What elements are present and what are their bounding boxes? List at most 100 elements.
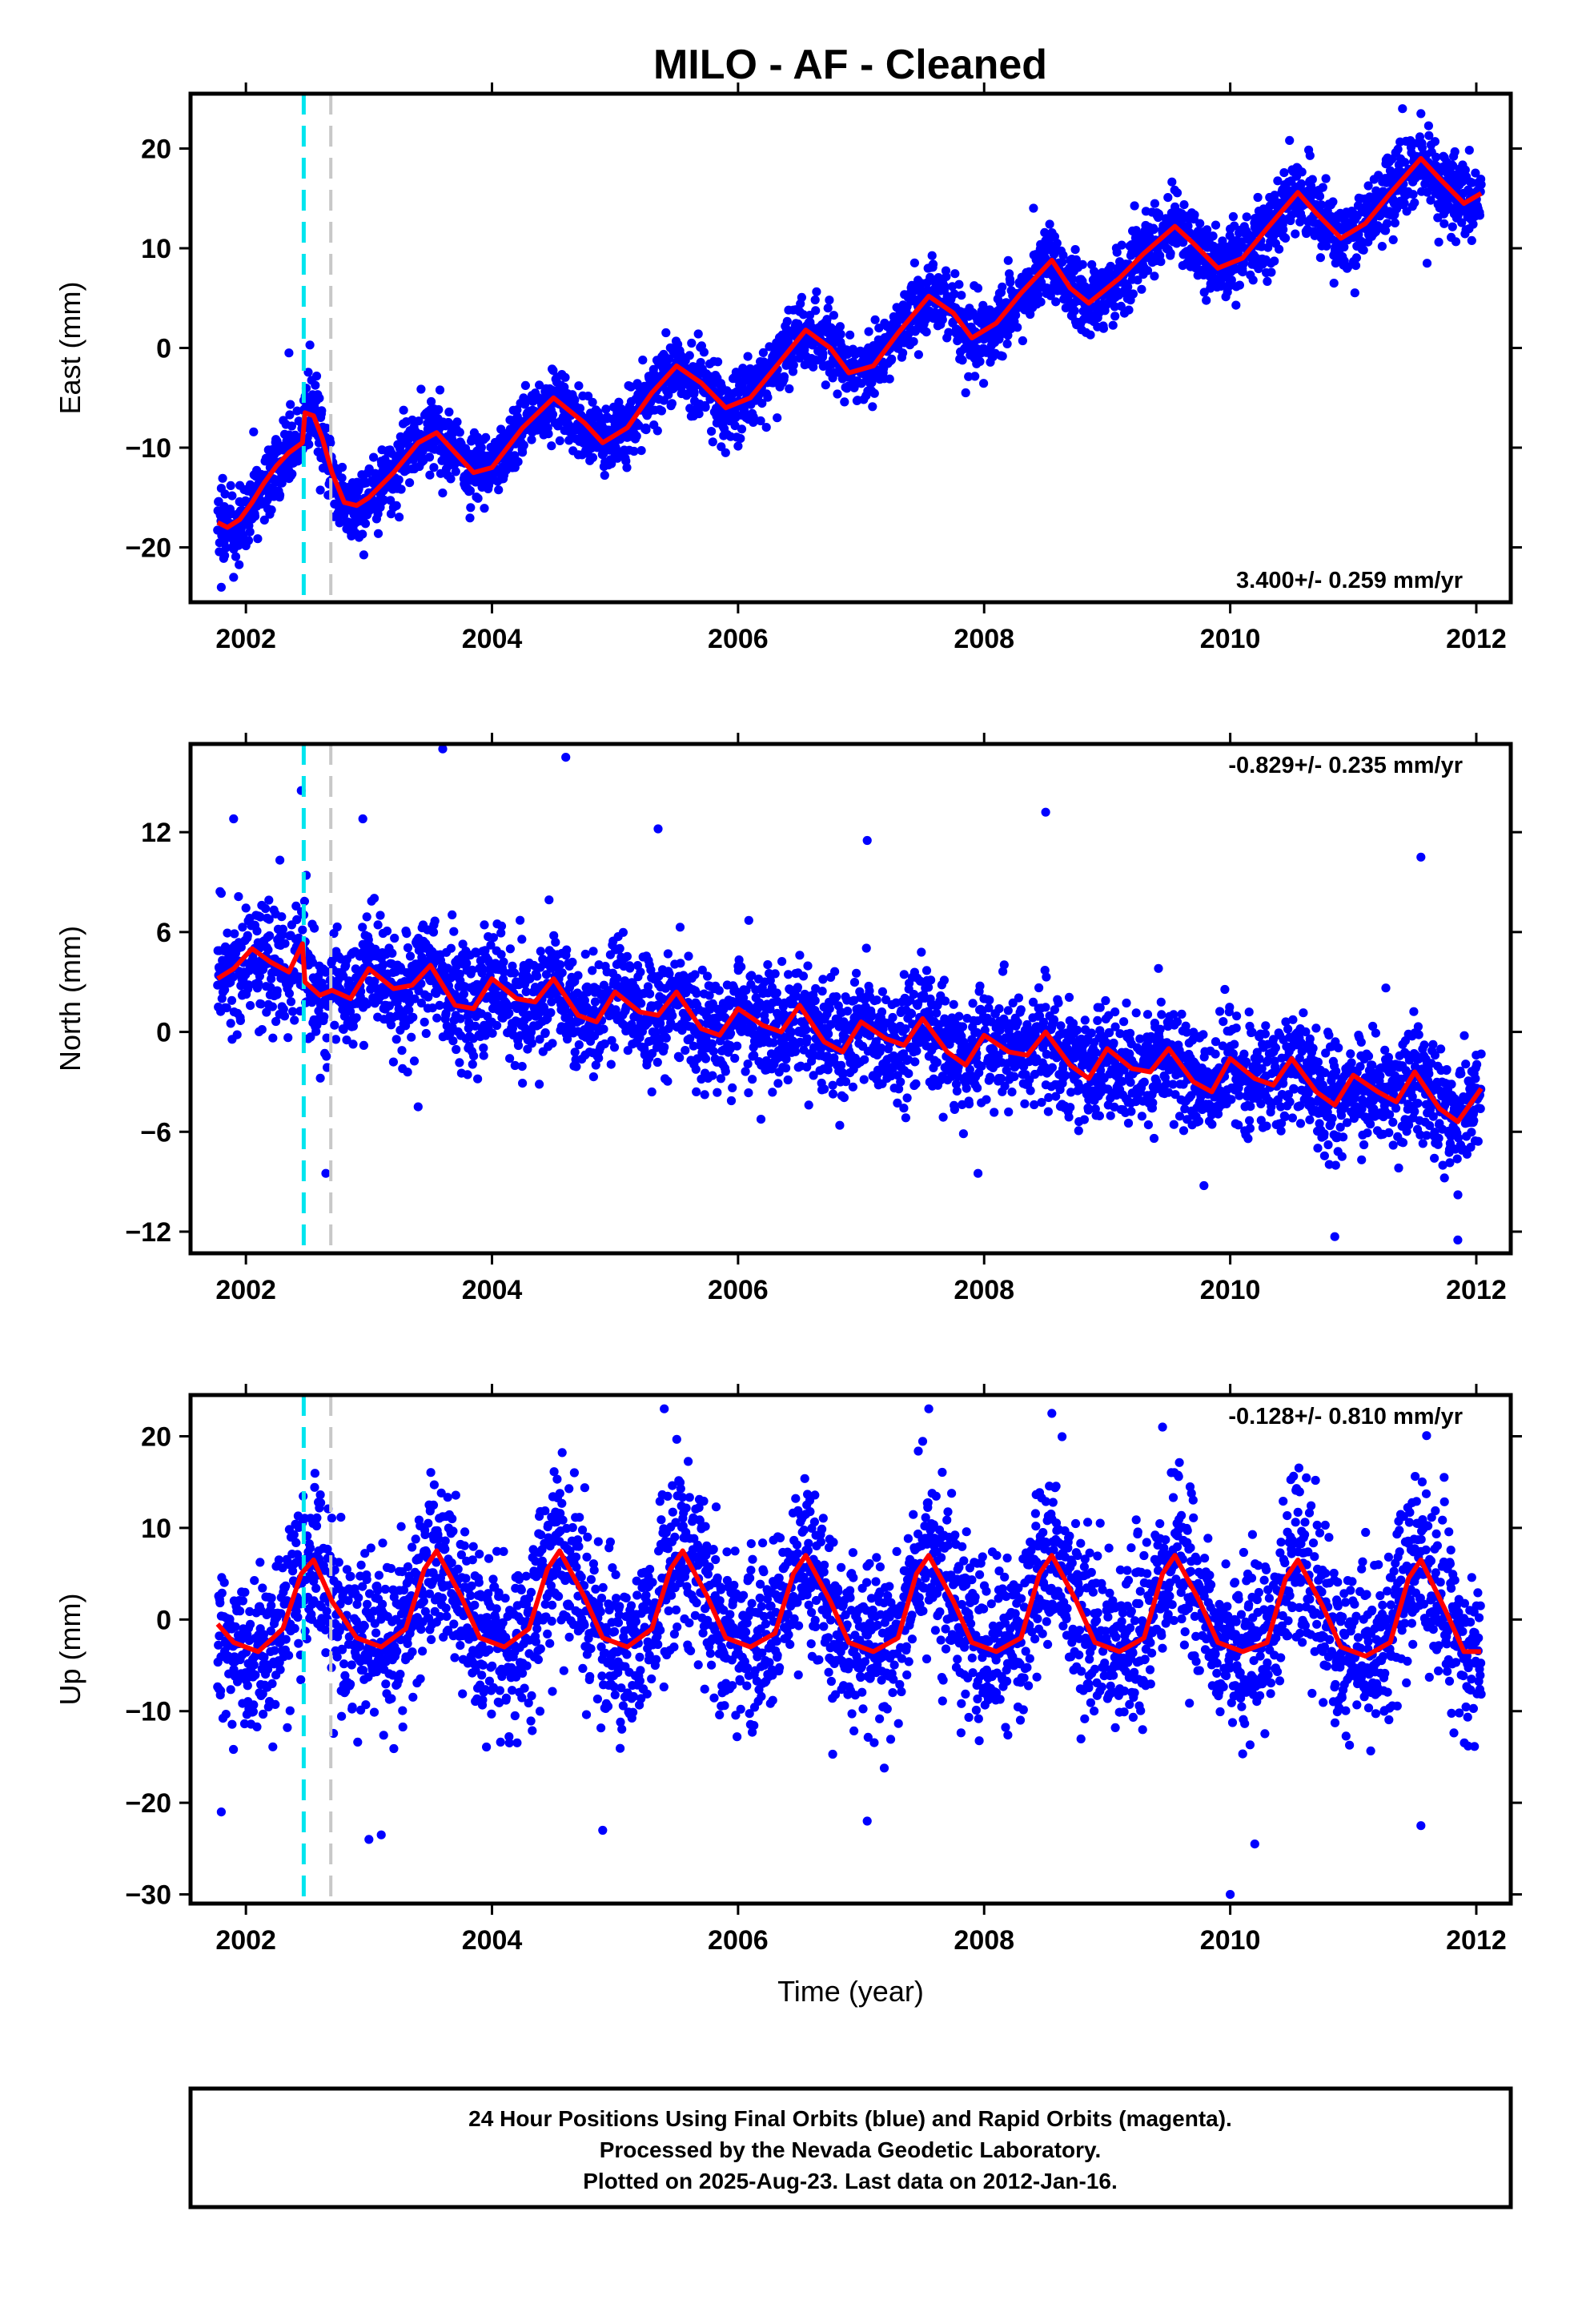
data-point (218, 473, 227, 483)
data-point (622, 463, 632, 472)
data-point (713, 357, 723, 367)
data-point (779, 372, 789, 381)
data-point (757, 399, 767, 408)
data-point (226, 480, 235, 491)
data-point (1150, 199, 1159, 208)
data-point (1329, 279, 1339, 288)
data-point (250, 512, 260, 521)
data-point (588, 947, 598, 956)
data-point (410, 994, 420, 1003)
data-point (625, 963, 635, 973)
data-point (455, 1058, 464, 1068)
data-point (416, 998, 427, 1008)
data-point (748, 1022, 758, 1032)
data-point (243, 931, 252, 940)
data-point (692, 1087, 701, 1096)
data-point (277, 478, 287, 488)
data-point (375, 911, 385, 920)
data-point (362, 912, 371, 922)
data-point (322, 424, 331, 433)
data-point (1322, 241, 1331, 251)
data-point (763, 960, 773, 970)
data-point (573, 971, 583, 980)
data-point (407, 1032, 416, 1042)
data-point (245, 527, 255, 537)
data-point (773, 996, 782, 1007)
data-point (488, 933, 499, 943)
data-point (241, 903, 251, 913)
data-point (285, 410, 295, 420)
data-point (823, 304, 833, 313)
data-point (1227, 275, 1236, 285)
data-point (675, 923, 685, 932)
data-point (499, 957, 508, 967)
data-point (1116, 301, 1126, 311)
data-point (253, 534, 263, 544)
data-point (1167, 177, 1177, 187)
data-point (607, 1035, 616, 1045)
data-point (1208, 231, 1218, 241)
data-point (765, 975, 775, 985)
data-point (1195, 219, 1205, 228)
data-point (810, 295, 820, 305)
data-point (1339, 242, 1349, 252)
data-point (504, 1008, 514, 1018)
data-point (1430, 137, 1439, 147)
data-point (466, 503, 476, 513)
data-point (1036, 297, 1046, 307)
data-point (527, 435, 536, 444)
data-point (261, 903, 271, 914)
data-point (1190, 210, 1199, 219)
data-point (1248, 275, 1258, 285)
data-point (315, 1073, 325, 1083)
data-point (580, 995, 590, 1005)
data-point (730, 420, 740, 431)
data-point (395, 513, 404, 522)
data-point (399, 405, 408, 415)
outlier-point (216, 582, 226, 592)
data-point (927, 251, 937, 260)
data-point (618, 927, 628, 937)
data-point (451, 467, 460, 476)
data-point (480, 1031, 490, 1040)
data-point (287, 469, 297, 479)
data-point (1058, 257, 1067, 267)
data-point (731, 368, 741, 377)
data-point (337, 473, 347, 483)
data-point (701, 402, 710, 412)
data-point (769, 1038, 778, 1047)
figure-title: MILO - AF - Cleaned (653, 42, 1047, 88)
data-point (1123, 282, 1133, 292)
data-point (1460, 165, 1470, 175)
data-point (1424, 131, 1434, 140)
x-tick-label: 2002 (215, 624, 276, 654)
data-point (387, 948, 397, 958)
data-point (216, 888, 226, 899)
data-point (606, 1059, 616, 1069)
data-point (369, 894, 379, 903)
data-point (705, 991, 714, 1000)
data-point (621, 456, 631, 466)
data-point (441, 1008, 451, 1019)
data-point (811, 306, 821, 316)
data-point (272, 986, 282, 995)
data-point (812, 287, 821, 296)
data-point (611, 1005, 620, 1015)
data-point (1328, 197, 1338, 207)
data-point (1423, 121, 1433, 131)
data-point (227, 995, 237, 1005)
data-point (510, 1060, 520, 1071)
data-point (1163, 193, 1173, 203)
data-point (402, 929, 412, 939)
data-point (386, 496, 396, 505)
data-point (1112, 247, 1122, 257)
data-point (1068, 274, 1078, 284)
data-point (448, 910, 457, 919)
data-point (279, 1004, 288, 1014)
data-point (1040, 227, 1050, 237)
data-point (1467, 235, 1476, 245)
data-point (748, 1075, 757, 1084)
data-point (1390, 218, 1399, 227)
data-point (616, 404, 626, 414)
data-point (330, 1020, 339, 1030)
